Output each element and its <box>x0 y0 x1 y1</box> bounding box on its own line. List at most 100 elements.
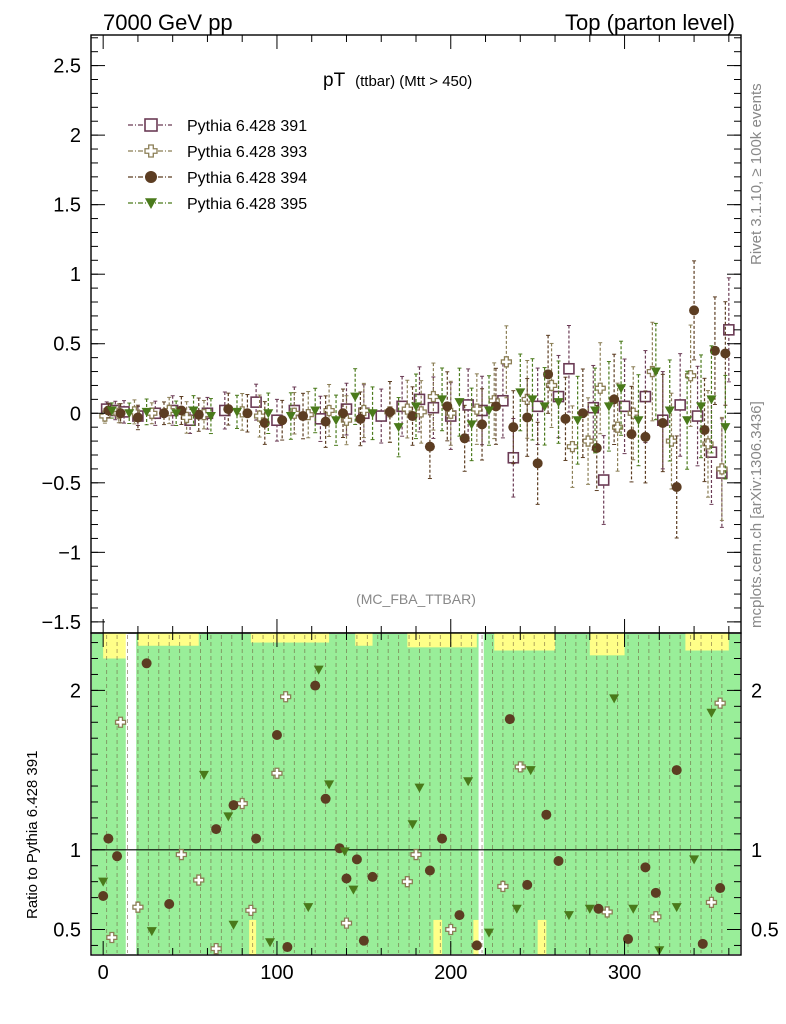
ratio-point <box>525 766 536 776</box>
ratio-marks <box>98 658 726 956</box>
legend-entry: Pythia 6.428 394 <box>128 170 307 187</box>
legend-marker <box>145 198 157 209</box>
ratio-point <box>271 730 282 741</box>
data-point <box>466 420 477 430</box>
data-point <box>331 416 342 426</box>
data-point <box>259 418 270 429</box>
ratio-point <box>437 833 448 844</box>
ratio-point <box>98 891 109 902</box>
ratio-point <box>511 904 522 914</box>
data-point <box>205 412 216 422</box>
x-tick-label: 100 <box>260 962 293 984</box>
data-point <box>699 424 710 435</box>
ratio-point <box>98 877 109 887</box>
ratio-point <box>245 904 257 917</box>
ratio-ylabel: Ratio to Pythia 6.428 391 <box>24 751 41 919</box>
data-point <box>471 403 483 415</box>
ratio-series-1 <box>98 658 726 953</box>
ratio-point <box>497 880 509 893</box>
data-point <box>437 395 448 405</box>
data-point <box>633 416 644 426</box>
data-point <box>522 412 533 423</box>
data-point <box>590 406 601 416</box>
band-outer <box>355 633 373 646</box>
data-point <box>285 412 296 422</box>
ratio-point <box>584 904 595 914</box>
ratio-point <box>706 708 717 718</box>
y-tick-label: 2 <box>70 680 81 702</box>
data-point <box>616 384 627 394</box>
ratio-point <box>424 865 435 876</box>
x-tick-label: 0 <box>98 962 109 984</box>
data-point <box>626 429 637 440</box>
ratio-point <box>280 691 292 703</box>
legend: Pythia 6.428 391 Pythia 6.428 393 Pythia 6… <box>128 118 307 213</box>
data-point <box>124 409 135 419</box>
data-point <box>424 441 435 452</box>
ratio-point <box>193 874 205 886</box>
series-3 <box>106 322 731 480</box>
ratio-point <box>367 871 378 882</box>
data-point <box>320 416 331 427</box>
ratio-point <box>341 873 352 884</box>
main-title: pT (ttbar) (Mtt > 450) <box>323 70 472 91</box>
data-point <box>375 410 388 422</box>
y-tick-label: 1 <box>70 840 81 862</box>
ratio-point <box>228 800 239 811</box>
data-point <box>702 438 714 450</box>
ratio-frame <box>90 632 742 956</box>
band-outer <box>494 633 556 651</box>
ratio-point <box>223 812 234 822</box>
ratio-point <box>483 928 494 938</box>
ratio-point <box>628 904 639 914</box>
data-point <box>611 421 624 433</box>
ratio-point <box>175 848 188 861</box>
data-point <box>338 408 349 419</box>
main-title-sub: (ttbar) (Mtt > 450) <box>355 73 472 90</box>
data-point <box>650 367 661 377</box>
ratio-point <box>236 797 248 810</box>
main-marks <box>99 260 735 539</box>
data-point <box>671 481 682 492</box>
y-tick-label-right: 1 <box>751 840 762 862</box>
data-point <box>193 409 204 420</box>
data-point <box>263 409 274 419</box>
watermark: (MC_FBA_TTBAR) <box>356 591 476 607</box>
data-point <box>545 379 558 392</box>
y-tick-label: 1.5 <box>53 195 81 217</box>
ratio-point <box>339 847 350 857</box>
legend-entry: Pythia 6.428 393 <box>128 144 307 161</box>
data-point <box>141 407 152 417</box>
ratio-point <box>715 883 726 894</box>
ratio-point <box>103 833 114 844</box>
data-point <box>106 406 117 416</box>
ratio-point <box>324 780 335 790</box>
ratio-point <box>106 931 118 944</box>
y-tick-label: 2 <box>70 125 81 147</box>
ratio-point <box>593 903 604 914</box>
band-outer <box>685 633 729 651</box>
data-point <box>539 402 550 412</box>
ratio-point <box>112 851 123 862</box>
data-point <box>277 415 288 426</box>
data-point <box>720 348 731 359</box>
ratio-point <box>445 923 457 936</box>
ratio-point <box>146 927 157 937</box>
data-point <box>563 362 575 375</box>
ratio-point <box>348 885 359 895</box>
ratio-point <box>351 854 362 865</box>
data-point <box>350 392 361 402</box>
ratio-point <box>401 876 413 888</box>
ratio-point <box>714 697 726 709</box>
ratio-point <box>407 820 418 830</box>
data-point <box>640 431 651 442</box>
ratio-point <box>310 680 321 691</box>
ratio-point <box>697 938 708 949</box>
legend-label: Pythia 6.428 391 <box>187 118 307 135</box>
y-tick-label: 2.5 <box>53 56 81 78</box>
ratio-point <box>271 767 283 779</box>
data-point <box>459 433 470 444</box>
header-left: 7000 GeV pp <box>103 10 233 35</box>
main-axes: −1.5 −1 −0.5 0 0.5 1 1.5 2 2.5 <box>42 35 741 634</box>
ratio-point <box>303 903 314 913</box>
